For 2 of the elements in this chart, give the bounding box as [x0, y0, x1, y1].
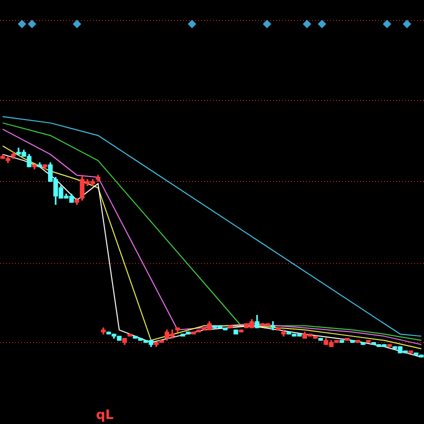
text: qL [96, 408, 114, 423]
candlestick [270, 321, 276, 330]
